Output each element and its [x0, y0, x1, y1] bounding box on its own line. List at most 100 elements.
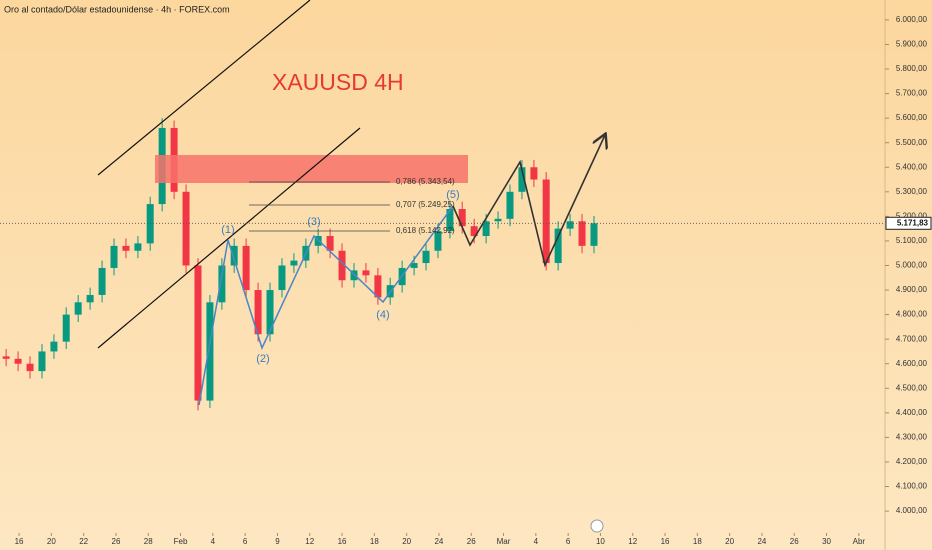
- x-tick-label: Feb: [174, 537, 188, 546]
- candle-body: [146, 204, 154, 244]
- y-tick-label: 4.600,00: [896, 359, 928, 368]
- candle-body: [434, 231, 442, 251]
- x-tick-label: 28: [144, 537, 153, 546]
- x-tick-label: 24: [757, 537, 766, 546]
- candle-body: [194, 265, 202, 401]
- fib-label: 0,786 (5.343,54): [396, 177, 455, 186]
- candle-body: [230, 245, 238, 266]
- candle-body: [374, 275, 382, 298]
- x-tick-label: 10: [596, 537, 605, 546]
- events-icon[interactable]: [590, 519, 604, 533]
- x-tick-label: 6: [243, 537, 248, 546]
- x-tick-label: 12: [305, 537, 314, 546]
- x-tick-label: 26: [790, 537, 799, 546]
- candle-body: [134, 243, 142, 251]
- x-tick-label: 22: [79, 537, 88, 546]
- candle-body: [482, 221, 490, 237]
- candle-body: [278, 265, 286, 291]
- candle-body: [218, 265, 226, 303]
- y-tick-label: 5.300,00: [896, 187, 928, 196]
- candle-body: [74, 302, 82, 315]
- y-tick-label: 5.800,00: [896, 64, 928, 73]
- chart-title: Oro al contado/Dólar estadounidense · 4h…: [4, 4, 230, 14]
- annotation: XAUUSD 4H: [272, 69, 404, 95]
- candle-body: [554, 228, 562, 264]
- y-tick-label: 4.500,00: [896, 383, 928, 392]
- channel-line: [97, 127, 361, 349]
- y-tick-label: 5.000,00: [896, 261, 928, 270]
- candle-body: [542, 179, 550, 264]
- x-tick-label: 18: [693, 537, 702, 546]
- y-tick-label: 5.600,00: [896, 113, 928, 122]
- candle-body: [254, 290, 262, 335]
- candle-body: [566, 221, 574, 229]
- wave-label: (1): [221, 224, 234, 236]
- fib-label: 0,707 (5.249,25): [396, 200, 455, 209]
- candle-body: [338, 250, 346, 281]
- y-tick-label: 4.400,00: [896, 408, 928, 417]
- x-tick-label: 12: [628, 537, 637, 546]
- candle-body: [494, 218, 502, 222]
- candle-body: [410, 263, 418, 268]
- candle-body: [242, 245, 250, 291]
- wave-label: (3): [307, 216, 320, 228]
- candle-body: [422, 250, 430, 264]
- x-tick-label: 24: [434, 537, 443, 546]
- wave-label: (5): [446, 189, 459, 201]
- y-tick-label: 4.800,00: [896, 310, 928, 319]
- y-tick-label: 5.200,00: [896, 211, 928, 220]
- candle-body: [62, 314, 70, 342]
- wave-line: [198, 205, 454, 406]
- candle-body: [14, 358, 22, 364]
- x-tick-label: 20: [725, 537, 734, 546]
- y-tick-label: 4.900,00: [896, 285, 928, 294]
- candle-body: [446, 209, 454, 232]
- candle-body: [470, 226, 478, 237]
- channel-line: [97, 0, 311, 176]
- candle-body: [578, 221, 586, 246]
- candle-body: [362, 270, 370, 276]
- wave-label: (4): [376, 309, 389, 321]
- x-tick-label: 4: [211, 537, 216, 546]
- wave-label: (2): [256, 353, 269, 365]
- candle-body: [290, 260, 298, 266]
- x-tick-label: 16: [661, 537, 670, 546]
- candle-body: [518, 167, 526, 192]
- x-tick-label: 16: [15, 537, 24, 546]
- y-tick-label: 4.700,00: [896, 334, 928, 343]
- candle-body: [506, 191, 514, 219]
- y-tick-label: 6.000,00: [896, 15, 928, 24]
- candle-body: [86, 294, 94, 303]
- y-tick-label: 4.100,00: [896, 482, 928, 491]
- x-tick-label: 6: [566, 537, 571, 546]
- x-tick-label: 26: [112, 537, 121, 546]
- last-price-box: [885, 216, 932, 230]
- x-tick-label: 18: [370, 537, 379, 546]
- candle-body: [350, 270, 358, 281]
- y-tick-label: 5.400,00: [896, 162, 928, 171]
- x-tick-label: 9: [275, 537, 280, 546]
- y-tick-label: 5.100,00: [896, 236, 928, 245]
- candle-body: [122, 245, 130, 251]
- x-tick-label: 4: [534, 537, 539, 546]
- candle-body: [206, 302, 214, 401]
- y-tick-label: 5.900,00: [896, 40, 928, 49]
- last-price-label: 5.171,83: [897, 218, 929, 227]
- y-tick-label: 4.200,00: [896, 457, 928, 466]
- candle-body: [98, 267, 106, 295]
- candle-body: [2, 356, 10, 359]
- candle-body: [530, 167, 538, 180]
- x-tick-label: Abr: [853, 537, 866, 546]
- y-tick-label: 4.300,00: [896, 433, 928, 442]
- x-tick-label: 26: [467, 537, 476, 546]
- candle-body: [590, 223, 598, 246]
- candle-body: [182, 191, 190, 266]
- y-tick-label: 5.500,00: [896, 138, 928, 147]
- candle-body: [110, 245, 118, 268]
- candle-body: [50, 341, 58, 352]
- projection-line: [452, 135, 605, 268]
- x-tick-label: 20: [402, 537, 411, 546]
